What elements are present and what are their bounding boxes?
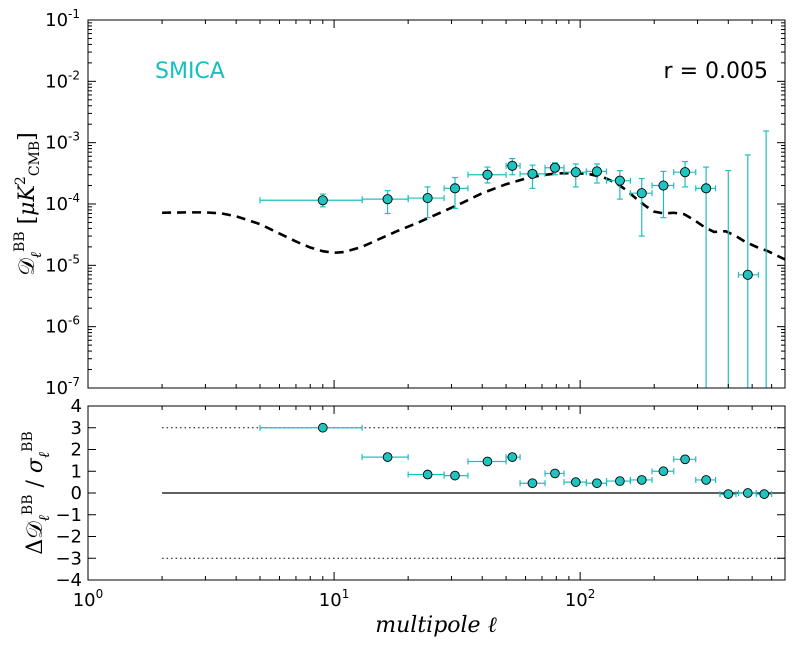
- top-data-point-14: [701, 183, 712, 194]
- top-ytick-label-5: 10-2: [45, 68, 80, 92]
- bottom-ytick-label-0: −4: [55, 570, 82, 591]
- top-panel: 10-7 10-6 10-5 10-4 10-3 10-2 10-1 SMICA r = 0…: [12, 7, 786, 399]
- top-ytick-label-1: 10-6: [45, 314, 80, 338]
- top-errorbar-0: [259, 193, 363, 208]
- bottom-data-point-15: [723, 489, 734, 499]
- top-ytick-label-6: 10-1: [45, 7, 80, 31]
- bottom-data-point-12: [658, 466, 669, 477]
- top-data-point-5: [507, 160, 518, 171]
- xtick-label-2: 102: [565, 587, 596, 611]
- bottom-data-point-5: [507, 452, 518, 462]
- ylabel-D2-symbol: 𝒟: [23, 521, 48, 539]
- top-errorbar-15: [725, 170, 732, 388]
- ylabel-delta: Δ: [23, 539, 48, 555]
- bottom-data-point-2: [422, 469, 433, 480]
- top-data-point-0: [317, 195, 328, 206]
- top-data-point-8: [570, 167, 581, 178]
- ylabel-units-open: [: [15, 216, 40, 232]
- top-data-point-9: [591, 166, 602, 177]
- bottom-ytick-label-1: −3: [55, 548, 82, 569]
- top-data-point-11: [636, 188, 647, 199]
- ylabel-BB-sup: BB: [12, 231, 28, 252]
- bottom-data-point-9: [592, 478, 602, 489]
- bottom-errorbar-layer: [259, 424, 773, 498]
- bottom-ytick-label-2: −2: [55, 527, 82, 548]
- xtick-label-1: 101: [319, 587, 350, 611]
- top-data-point-12: [658, 180, 669, 191]
- bottom-ytick-label-6: 2: [71, 440, 82, 461]
- bottom-data-point-17: [759, 489, 770, 499]
- top-data-point-16: [742, 269, 753, 280]
- top-ytick-label-0: 10-7: [45, 375, 80, 399]
- bottom-ytick-label-4: 0: [71, 483, 82, 504]
- top-errorbar-14: [695, 166, 717, 388]
- ylabel-ell2-sub: ℓ: [35, 515, 53, 521]
- top-marker-layer: [317, 160, 753, 280]
- top-data-point-3: [449, 183, 461, 194]
- top-ytick-label-2: 10-5: [45, 252, 80, 276]
- ylabel-sq: 2: [13, 176, 29, 185]
- ylabel-mu: μK: [15, 184, 40, 216]
- bottom-ytick-label-8: 4: [71, 396, 82, 417]
- bottom-data-point-0: [317, 422, 328, 433]
- bottom-ylabel: Δ𝒟ℓBB / σℓBB: [20, 431, 53, 555]
- bottom-data-point-13: [680, 454, 690, 465]
- bottom-errorbar-0: [259, 424, 363, 431]
- bottom-data-point-16: [742, 488, 753, 498]
- top-ytick-label-3: 10-4: [45, 191, 80, 215]
- xtick-label-0: 100: [73, 587, 104, 611]
- bottom-data-point-14: [701, 475, 711, 485]
- ylabel-units-close: ]: [15, 132, 40, 141]
- bottom-data-point-6: [527, 478, 538, 489]
- ylabel-ell3-sub: ℓ: [35, 452, 53, 458]
- bottom-data-point-11: [636, 475, 647, 485]
- top-ytick-label-4: 10-3: [45, 130, 80, 154]
- ylabel-ell-sub: ℓ: [27, 252, 45, 258]
- top-data-point-2: [422, 193, 433, 204]
- bottom-data-point-8: [570, 477, 581, 487]
- bottom-data-point-1: [382, 452, 393, 462]
- svg-text:𝒟ℓBB [μK2CMB]: 𝒟ℓBB [μK2CMB]: [12, 132, 45, 276]
- model-curve-r0005: [162, 171, 786, 261]
- top-data-point-7: [549, 162, 561, 173]
- ylabel-slash: /: [23, 473, 48, 494]
- bottom-ytick-label-7: 3: [71, 418, 82, 439]
- bottom-data-point-7: [550, 468, 560, 479]
- top-errorbar-12: [651, 170, 675, 219]
- bottom-ytick-label-5: 1: [71, 461, 82, 482]
- reference-line-layer: [162, 427, 785, 559]
- top-errorbar-17: [763, 130, 770, 388]
- model-curve-layer: [162, 171, 786, 261]
- annotation-r-value: r = 0.005: [664, 59, 768, 84]
- svg-text:Δ𝒟ℓBB / σℓBB: Δ𝒟ℓBB / σℓBB: [20, 431, 53, 555]
- xlabel: multipole ℓ: [375, 613, 497, 638]
- top-data-point-6: [527, 168, 538, 179]
- ylabel-BB2-sup: BB: [20, 494, 36, 515]
- ylabel-D-symbol: 𝒟: [15, 258, 40, 276]
- top-data-point-10: [614, 175, 625, 186]
- bottom-ytick-label-3: −1: [55, 505, 82, 526]
- annotation-method-label: SMICA: [155, 59, 225, 84]
- top-tick-layer: 10-7 10-6 10-5 10-4 10-3 10-2 10-1: [45, 7, 785, 399]
- ylabel-BB3-sup: BB: [20, 431, 36, 452]
- ylabel-sigma: σ: [23, 457, 48, 473]
- bottom-data-point-3: [450, 470, 460, 481]
- bottom-data-point-4: [482, 456, 493, 467]
- top-data-point-4: [482, 169, 493, 180]
- top-data-point-13: [680, 167, 691, 178]
- ylabel-cmb-sub: CMB: [27, 141, 43, 176]
- bottom-marker-layer: [317, 422, 770, 499]
- top-data-point-1: [382, 194, 393, 205]
- bottom-data-point-10: [615, 476, 625, 486]
- top-ylabel: 𝒟ℓBB [μK2CMB]: [12, 132, 45, 276]
